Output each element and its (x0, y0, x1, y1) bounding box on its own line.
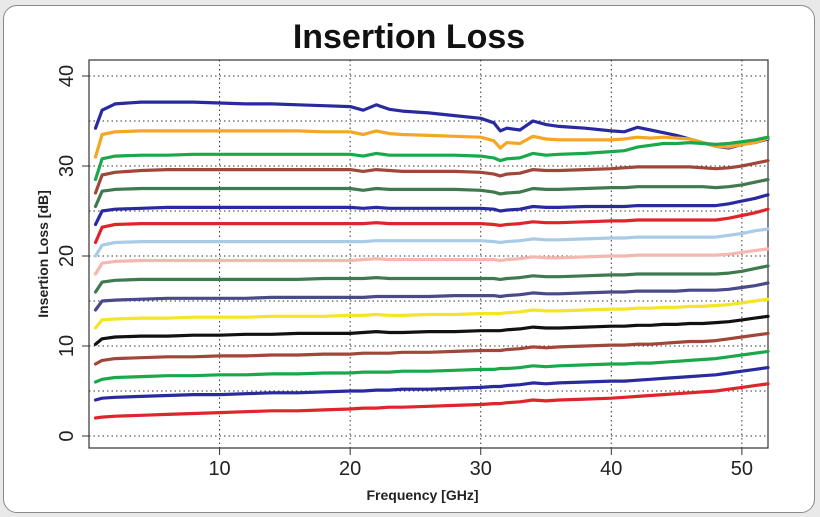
series-line-8 (93, 227, 770, 258)
chart-title: Insertion Loss (292, 18, 526, 56)
y-tick-label: 0 (56, 430, 78, 441)
y-tick-label: 20 (56, 245, 78, 267)
series-line-11 (93, 281, 770, 312)
x-tick-label: 30 (470, 458, 492, 480)
series-line-4 (93, 159, 770, 195)
series-line-3 (93, 135, 770, 182)
y-tick-label: 10 (56, 335, 78, 357)
x-tick-label: 10 (208, 458, 230, 480)
y-tick-label: 40 (56, 65, 78, 87)
series-line-9 (93, 247, 770, 276)
y-tick-label: 30 (56, 155, 78, 177)
series-line-16 (93, 366, 770, 402)
series-line-10 (93, 264, 770, 294)
series-line-2 (93, 129, 770, 159)
series-line-6 (93, 193, 770, 227)
x-tick-label: 50 (731, 458, 753, 480)
y-axis-label: Insertion Loss [dB] (35, 190, 51, 318)
series-line-15 (93, 349, 770, 384)
x-axis-label: Frequency [GHz] (366, 487, 478, 503)
series-line-13 (93, 314, 770, 346)
series-line-1 (93, 100, 770, 150)
series-line-17 (93, 382, 770, 420)
series-line-14 (93, 331, 770, 366)
plot-area (88, 59, 769, 449)
x-tick-label: 20 (339, 458, 361, 480)
series-line-7 (93, 207, 770, 245)
series-line-5 (93, 177, 770, 209)
series-line-12 (93, 297, 770, 330)
x-tick-label: 40 (600, 458, 622, 480)
